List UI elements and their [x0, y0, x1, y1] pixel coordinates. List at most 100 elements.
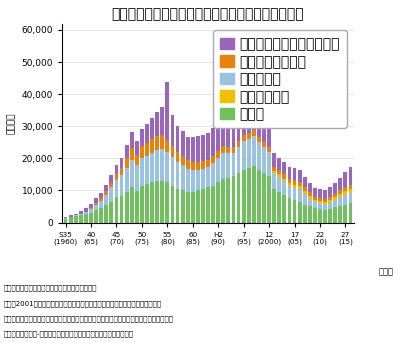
Bar — [191, 192, 195, 223]
Bar — [298, 170, 302, 182]
Bar — [221, 154, 225, 179]
Bar — [288, 183, 292, 186]
Bar — [160, 149, 164, 181]
Bar — [115, 165, 118, 174]
Bar — [282, 162, 286, 174]
Bar — [344, 205, 347, 223]
Bar — [333, 194, 337, 197]
Bar — [135, 155, 139, 165]
Bar — [119, 158, 124, 168]
Bar — [119, 168, 124, 175]
Bar — [150, 118, 154, 139]
Bar — [109, 175, 113, 183]
Bar — [293, 188, 296, 200]
Bar — [333, 183, 337, 194]
Bar — [79, 214, 83, 215]
Bar — [267, 152, 271, 176]
Bar — [201, 135, 205, 161]
Bar — [74, 214, 78, 215]
Bar — [333, 197, 337, 200]
Bar — [145, 156, 149, 184]
Bar — [277, 192, 281, 223]
Bar — [313, 197, 317, 200]
Bar — [181, 190, 184, 223]
Bar — [109, 187, 113, 201]
Bar — [288, 198, 292, 223]
Bar — [282, 195, 286, 223]
Bar — [237, 141, 241, 147]
Bar — [155, 112, 159, 137]
Bar — [338, 194, 342, 197]
Bar — [231, 147, 235, 154]
Bar — [338, 206, 342, 223]
Bar — [328, 203, 332, 209]
Bar — [170, 115, 174, 146]
Bar — [104, 195, 108, 205]
Bar — [150, 153, 154, 183]
Bar — [130, 148, 134, 160]
Bar — [94, 203, 98, 205]
Bar — [201, 189, 205, 223]
Bar — [196, 169, 200, 190]
Bar — [313, 208, 317, 223]
Bar — [84, 208, 88, 211]
Bar — [115, 197, 118, 223]
Bar — [79, 215, 83, 223]
Bar — [242, 135, 245, 141]
Bar — [181, 156, 184, 165]
Bar — [135, 141, 139, 155]
Bar — [104, 205, 108, 223]
Bar — [227, 147, 230, 154]
Bar — [181, 165, 184, 190]
Bar — [237, 173, 241, 223]
Bar — [99, 193, 103, 198]
Bar — [74, 215, 78, 216]
Y-axis label: （億円）: （億円） — [7, 112, 16, 134]
Bar — [170, 146, 174, 157]
Bar — [227, 154, 230, 178]
Bar — [298, 201, 302, 223]
Bar — [125, 168, 129, 192]
Bar — [186, 160, 190, 169]
Bar — [227, 119, 230, 147]
Bar — [293, 180, 296, 185]
Bar — [211, 156, 215, 163]
Bar — [247, 133, 251, 139]
Bar — [89, 213, 93, 223]
Bar — [308, 206, 312, 223]
Bar — [227, 178, 230, 223]
Bar — [140, 146, 144, 158]
Bar — [79, 211, 83, 214]
Bar — [242, 169, 245, 223]
Bar — [170, 186, 174, 223]
Bar — [115, 174, 118, 180]
Bar — [313, 200, 317, 202]
Bar — [196, 190, 200, 223]
Bar — [130, 187, 134, 223]
Bar — [308, 193, 312, 196]
Bar — [323, 190, 327, 199]
Bar — [308, 196, 312, 199]
Bar — [328, 187, 332, 197]
Bar — [135, 191, 139, 223]
Bar — [221, 117, 225, 146]
Text: ２：2001年以前は「合板製造業」の額に「集成材製造業」の額が含まれる。: ２：2001年以前は「合板製造業」の額に「集成材製造業」の額が含まれる。 — [4, 300, 162, 307]
Bar — [104, 185, 108, 191]
Bar — [318, 201, 322, 203]
Bar — [272, 153, 276, 167]
Bar — [166, 183, 169, 223]
Bar — [252, 136, 256, 166]
Bar — [94, 210, 98, 223]
Bar — [216, 151, 220, 158]
Bar — [125, 146, 129, 158]
Bar — [242, 141, 245, 169]
Bar — [186, 169, 190, 192]
Bar — [293, 200, 296, 223]
Bar — [191, 170, 195, 192]
Bar — [94, 205, 98, 210]
Bar — [338, 190, 342, 194]
Bar — [104, 191, 108, 195]
Bar — [201, 161, 205, 169]
Bar — [257, 142, 261, 169]
Bar — [115, 180, 118, 197]
